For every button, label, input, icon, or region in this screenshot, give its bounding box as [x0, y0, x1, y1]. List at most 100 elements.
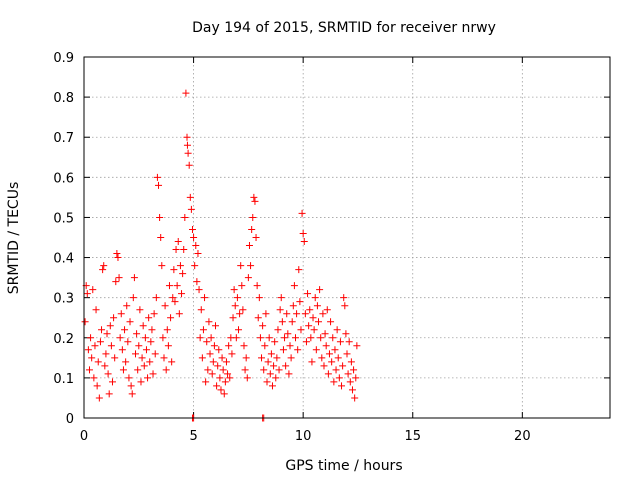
data-point — [199, 326, 207, 334]
data-point — [204, 366, 212, 374]
data-point — [142, 346, 150, 354]
data-point — [304, 290, 312, 298]
data-point — [202, 378, 210, 386]
data-point — [150, 310, 158, 318]
data-point — [218, 354, 226, 362]
data-point — [115, 274, 123, 282]
data-point — [225, 342, 233, 350]
data-point — [333, 326, 341, 334]
data-point — [183, 133, 191, 141]
data-point — [138, 354, 146, 362]
data-point — [194, 250, 202, 258]
data-point — [310, 326, 318, 334]
data-point — [144, 374, 152, 382]
data-point — [93, 382, 101, 390]
data-point — [261, 342, 269, 350]
data-point — [206, 350, 214, 358]
data-point — [231, 302, 239, 310]
data-point — [117, 310, 125, 318]
data-point — [332, 366, 340, 374]
data-point — [327, 318, 335, 326]
data-point — [350, 366, 358, 374]
data-point — [316, 286, 324, 294]
data-point — [83, 290, 91, 298]
data-point — [119, 366, 127, 374]
data-point — [146, 358, 154, 366]
data-point — [157, 234, 165, 241]
data-point — [346, 378, 354, 386]
data-point — [312, 346, 320, 354]
data-point — [212, 322, 219, 330]
data-point — [224, 370, 232, 378]
data-point — [161, 302, 169, 310]
data-point — [116, 334, 124, 342]
data-point — [99, 266, 107, 274]
data-point — [348, 386, 356, 394]
data-point — [281, 334, 289, 342]
data-point — [328, 358, 336, 366]
data-point — [307, 334, 315, 342]
data-point — [184, 149, 192, 157]
data-point — [353, 342, 361, 350]
data-point — [285, 370, 293, 378]
data-point — [214, 362, 222, 370]
data-point — [293, 310, 301, 318]
data-point — [168, 358, 176, 366]
data-point — [241, 366, 249, 374]
data-point — [336, 338, 344, 346]
data-point — [345, 338, 353, 346]
x-axis-title: GPS time / hours — [285, 458, 402, 474]
y-tick-label: 0.1 — [53, 372, 74, 387]
data-point — [276, 306, 284, 314]
data-point — [195, 286, 203, 294]
data-point — [105, 390, 113, 398]
data-point — [268, 382, 276, 390]
data-point — [198, 354, 206, 362]
data-point — [313, 302, 321, 310]
data-point — [226, 374, 234, 382]
data-point — [338, 382, 346, 390]
data-point — [151, 350, 159, 358]
x-tick-label: 0 — [80, 429, 88, 444]
data-point — [130, 274, 138, 282]
data-point — [113, 250, 121, 258]
data-point — [247, 262, 255, 270]
data-point — [172, 246, 180, 254]
y-axis-title: SRMTID / TECUs — [6, 182, 22, 295]
data-point — [243, 374, 251, 382]
data-point — [251, 197, 259, 205]
data-point — [107, 342, 115, 350]
data-point — [174, 238, 182, 246]
data-point — [277, 294, 285, 302]
data-point — [123, 302, 131, 310]
data-point — [152, 294, 160, 302]
data-point — [229, 314, 237, 322]
data-point — [245, 242, 253, 250]
data-point — [186, 193, 194, 201]
data-point — [297, 326, 305, 334]
data-point — [228, 350, 236, 358]
data-point — [175, 310, 183, 318]
data-point — [221, 378, 229, 386]
data-point — [331, 346, 339, 354]
data-point — [122, 358, 130, 366]
data-point — [252, 234, 260, 241]
data-point — [91, 342, 99, 350]
data-point — [320, 362, 328, 370]
data-point — [191, 262, 199, 270]
data-point — [103, 330, 111, 338]
x-tick-label: 5 — [189, 429, 197, 444]
data-point — [84, 346, 92, 354]
data-point — [141, 334, 149, 342]
data-point — [271, 338, 279, 346]
data-point — [230, 286, 238, 294]
data-point — [181, 213, 189, 221]
data-point — [222, 358, 230, 366]
data-point — [272, 374, 280, 382]
data-point — [208, 370, 216, 378]
x-tick-label: 15 — [404, 429, 421, 444]
y-tick-label: 0.3 — [53, 292, 74, 307]
data-point — [274, 326, 282, 334]
data-point — [102, 350, 110, 358]
